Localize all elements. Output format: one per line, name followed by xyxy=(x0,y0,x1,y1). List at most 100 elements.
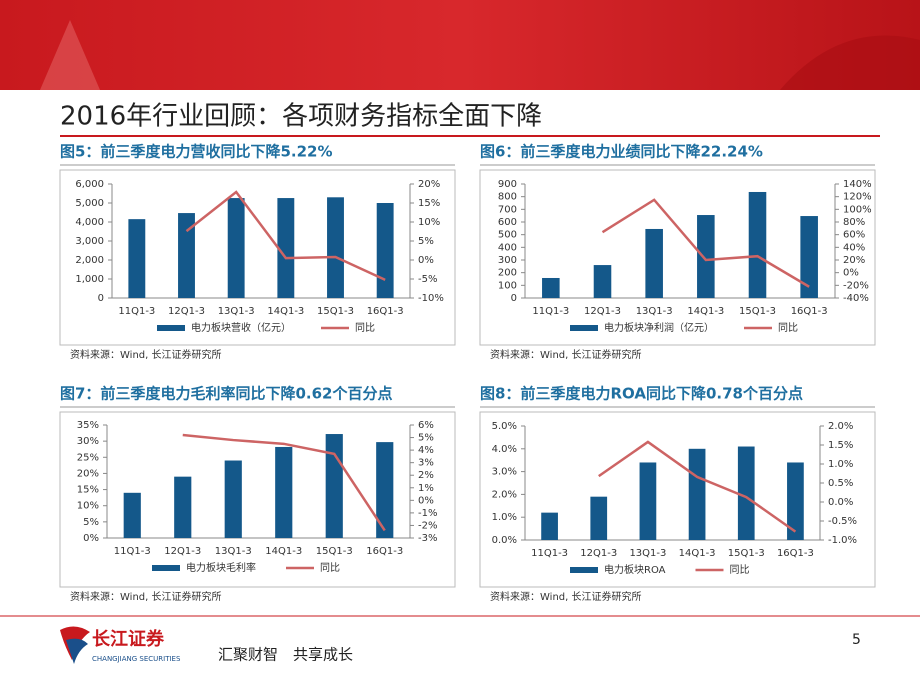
legend-label: 同比 xyxy=(320,562,340,574)
y2-tick-label: -10% xyxy=(418,293,444,304)
y-tick-label: 15% xyxy=(77,485,99,496)
y-tick-label: 200 xyxy=(498,268,517,279)
y-tick-label: 35% xyxy=(77,420,99,431)
bar xyxy=(128,219,146,298)
x-tick-label: 16Q1-3 xyxy=(777,548,814,559)
x-tick-label: 16Q1-3 xyxy=(367,306,404,317)
y2-tick-label: -40% xyxy=(843,293,869,304)
x-tick-label: 14Q1-3 xyxy=(679,548,716,559)
bar xyxy=(639,462,657,540)
bar xyxy=(277,198,295,298)
y-tick-label: 10% xyxy=(77,501,99,512)
y2-tick-label: -0.5% xyxy=(828,516,857,527)
y2-tick-label: -1.0% xyxy=(828,535,857,546)
y2-tick-label: 20% xyxy=(418,179,440,190)
y2-tick-label: 1% xyxy=(418,483,434,494)
logo-subtext: CHANGJIANG SECURITIES xyxy=(92,655,181,663)
chart-title: 图7：前三季度电力毛利率同比下降0.62个百分点 xyxy=(60,385,392,403)
x-tick-label: 13Q1-3 xyxy=(629,548,666,559)
chart-title: 图5：前三季度电力营收同比下降5.22% xyxy=(60,143,332,161)
legend-label: 电力板块ROA xyxy=(604,563,666,576)
y2-tick-label: 80% xyxy=(843,217,865,228)
y2-tick-label: 3% xyxy=(418,458,434,469)
bar xyxy=(737,446,755,540)
y2-tick-label: -3% xyxy=(418,533,437,544)
y-tick-label: 5% xyxy=(83,517,99,528)
legend-swatch xyxy=(570,567,598,573)
y-tick-label: 500 xyxy=(498,230,517,241)
y2-tick-label: 5% xyxy=(418,236,434,247)
header-decoration xyxy=(40,20,100,90)
legend-swatch xyxy=(570,325,598,331)
x-tick-label: 13Q1-3 xyxy=(215,546,252,557)
y-tick-label: 20% xyxy=(77,468,99,479)
y-tick-label: 900 xyxy=(498,179,517,190)
chart-frame xyxy=(479,169,876,346)
y2-tick-label: 10% xyxy=(418,217,440,228)
logo-mark xyxy=(66,638,88,664)
x-tick-label: 12Q1-3 xyxy=(584,306,621,317)
bar xyxy=(688,448,706,540)
source-note: 资料来源：Wind, 长江证券研究所 xyxy=(70,590,222,603)
bar xyxy=(748,191,767,298)
bar xyxy=(800,216,818,298)
bar xyxy=(178,213,195,298)
y2-tick-label: 2% xyxy=(418,470,434,481)
y-tick-label: 3,000 xyxy=(75,236,104,247)
y2-tick-label: 20% xyxy=(843,255,865,266)
x-tick-label: 15Q1-3 xyxy=(739,306,776,317)
y2-tick-label: -5% xyxy=(418,274,437,285)
x-tick-label: 15Q1-3 xyxy=(728,548,765,559)
y-tick-label: 4.0% xyxy=(492,444,517,455)
x-tick-label: 16Q1-3 xyxy=(791,306,828,317)
y-tick-label: 600 xyxy=(498,217,517,228)
y2-tick-label: 120% xyxy=(843,192,872,203)
y-tick-label: 800 xyxy=(498,192,517,203)
source-note: 资料来源：Wind, 长江证券研究所 xyxy=(70,348,222,361)
legend-label: 同比 xyxy=(355,322,375,334)
x-tick-label: 14Q1-3 xyxy=(687,306,724,317)
x-tick-label: 15Q1-3 xyxy=(316,546,353,557)
bar xyxy=(376,203,394,298)
x-tick-label: 13Q1-3 xyxy=(218,306,255,317)
header-band xyxy=(0,0,920,90)
y-tick-label: 100 xyxy=(498,280,517,291)
y2-tick-label: 60% xyxy=(843,230,865,241)
y-tick-label: 5,000 xyxy=(75,198,104,209)
bar xyxy=(327,197,344,298)
x-tick-label: 12Q1-3 xyxy=(164,546,201,557)
chart-frame xyxy=(59,169,456,346)
bar xyxy=(174,476,192,538)
bar xyxy=(645,228,663,298)
bar xyxy=(590,496,608,540)
bar xyxy=(593,265,612,298)
x-tick-label: 14Q1-3 xyxy=(267,306,304,317)
x-tick-label: 12Q1-3 xyxy=(580,548,617,559)
line-series xyxy=(182,433,386,532)
y2-tick-label: 0.0% xyxy=(828,497,853,508)
y2-tick-label: 0.5% xyxy=(828,478,853,489)
page-number: 5 xyxy=(852,632,861,648)
logo-text: 长江证券 xyxy=(92,628,165,650)
y-tick-label: 0% xyxy=(83,533,99,544)
y-tick-label: 0 xyxy=(511,293,517,304)
y-tick-label: 25% xyxy=(77,452,99,463)
x-tick-label: 12Q1-3 xyxy=(168,306,205,317)
legend-label: 电力板块净利润（亿元） xyxy=(604,321,714,334)
y2-tick-label: 100% xyxy=(843,204,872,215)
x-tick-label: 13Q1-3 xyxy=(636,306,673,317)
bar xyxy=(275,446,293,538)
bar xyxy=(227,198,245,298)
x-tick-label: 11Q1-3 xyxy=(532,306,569,317)
y2-tick-label: -20% xyxy=(843,280,869,291)
line-series xyxy=(185,190,386,281)
y-tick-label: 5.0% xyxy=(492,421,517,432)
y-tick-label: 6,000 xyxy=(75,179,104,190)
y2-tick-label: 140% xyxy=(843,179,872,190)
line-series xyxy=(601,198,810,288)
y2-tick-label: 0% xyxy=(843,268,859,279)
y-tick-label: 1,000 xyxy=(75,274,104,285)
slogan: 汇聚财智 共享成长 xyxy=(218,646,353,664)
x-tick-label: 11Q1-3 xyxy=(118,306,155,317)
